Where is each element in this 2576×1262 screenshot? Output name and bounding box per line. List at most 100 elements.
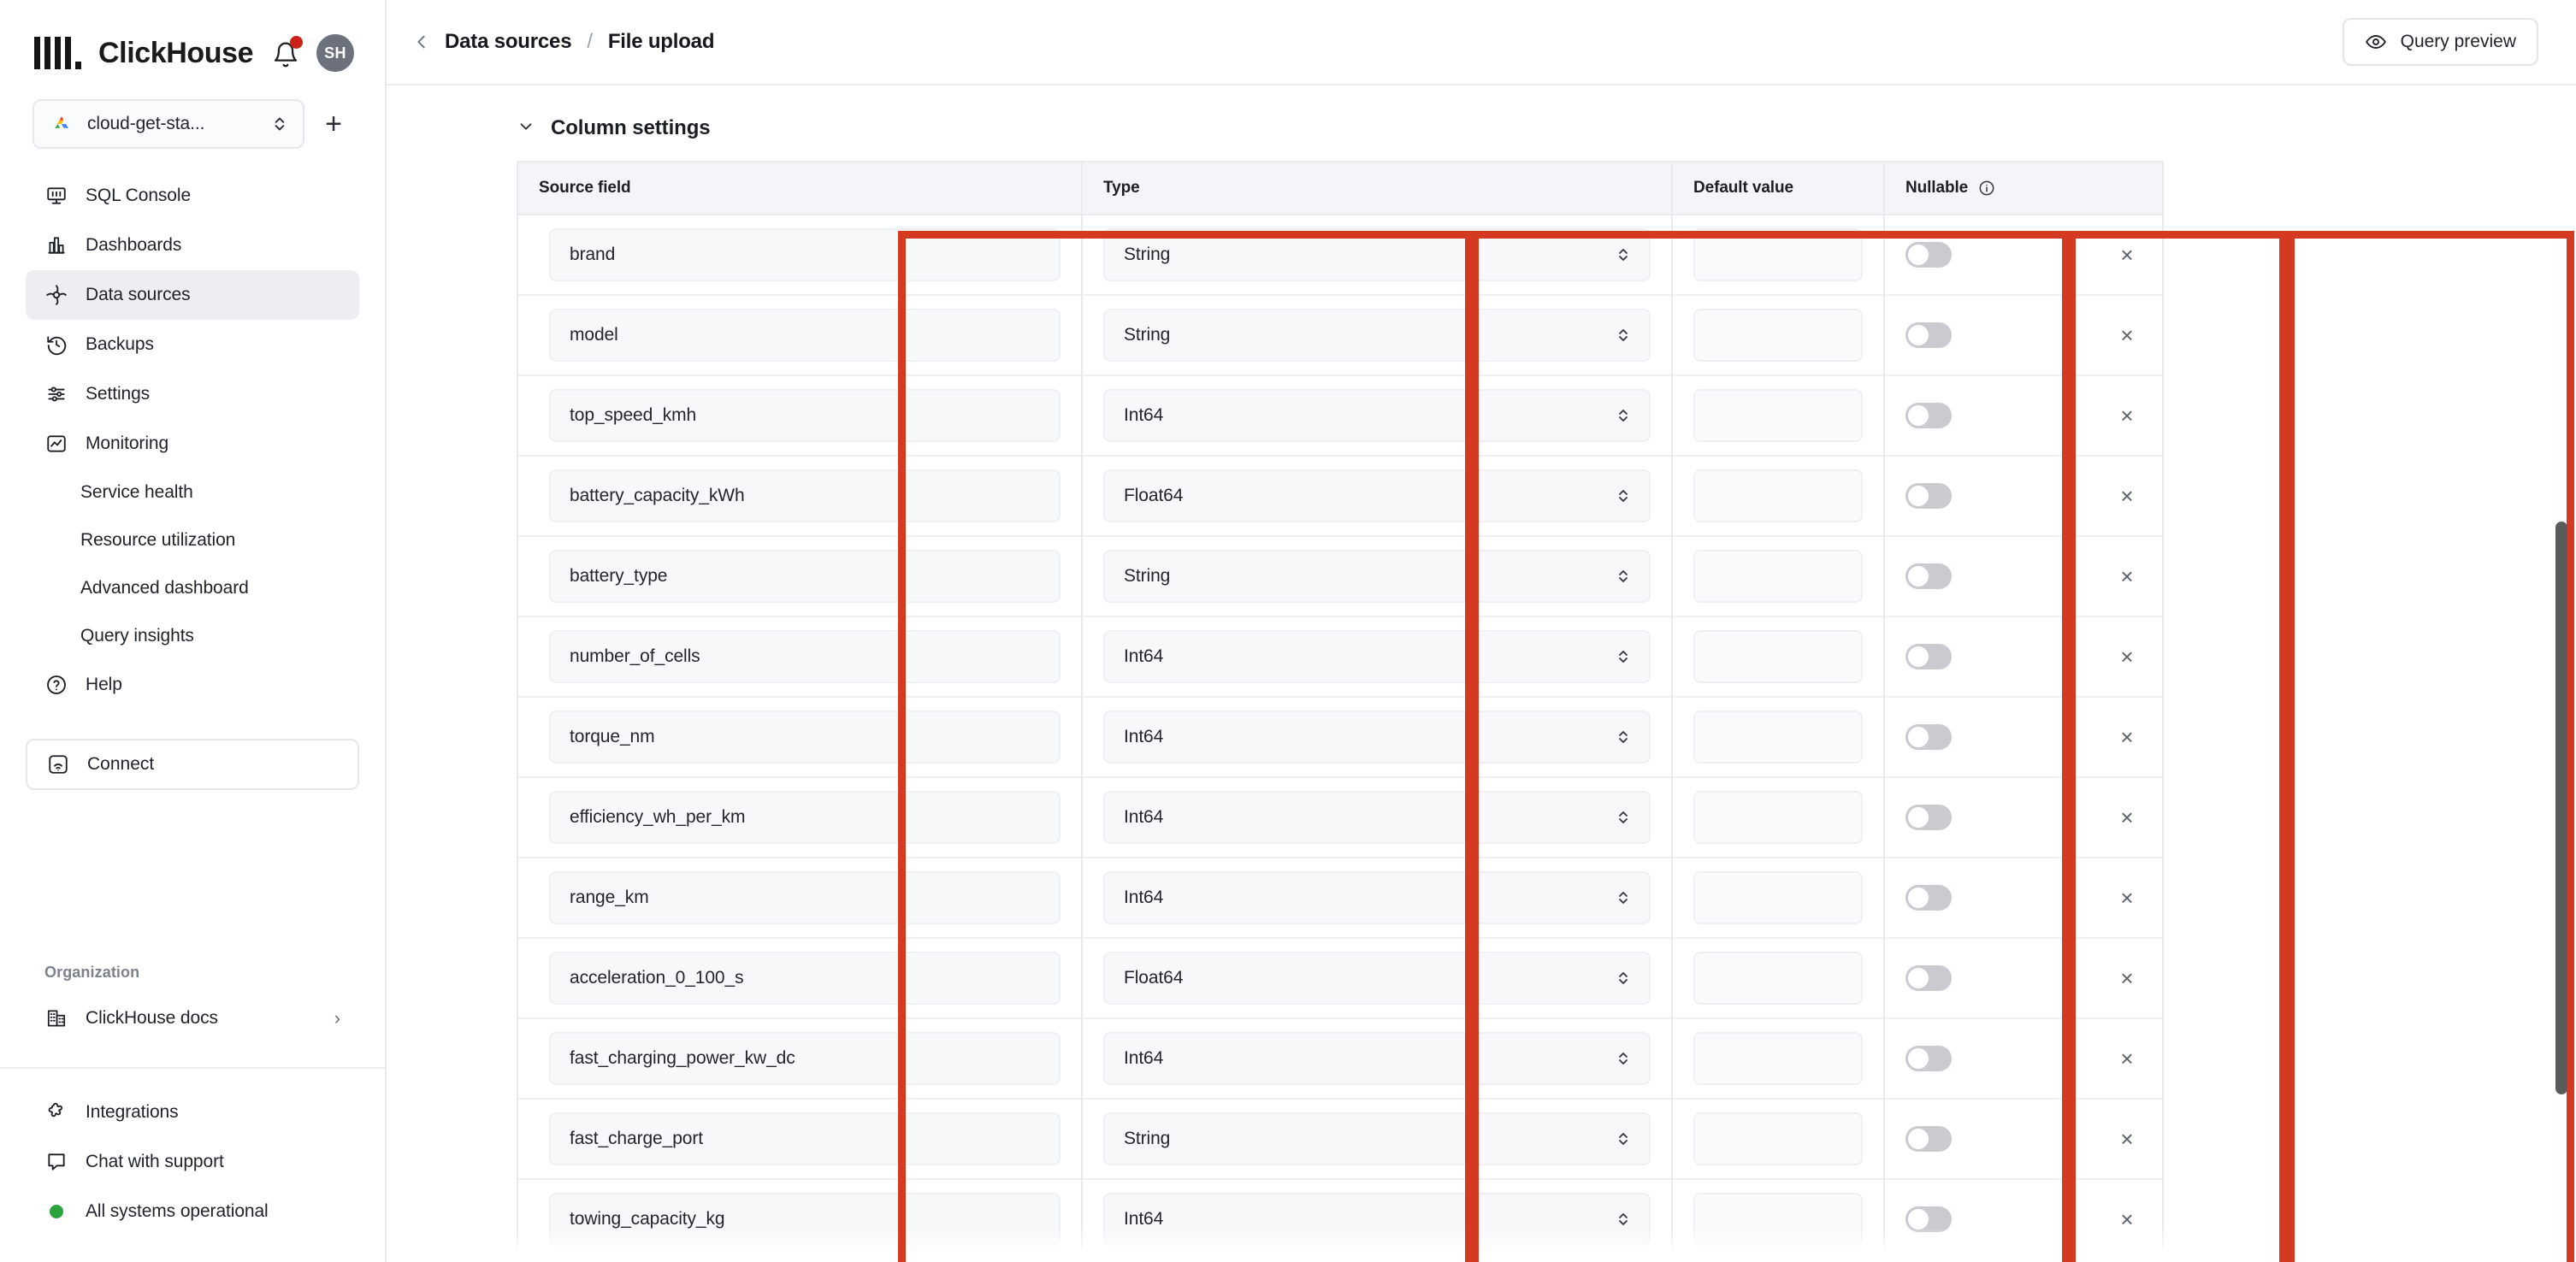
sidebar-item-help[interactable]: Help [26, 660, 359, 710]
type-select[interactable]: Int64 [1103, 1193, 1651, 1246]
default-value-input[interactable] [1693, 1193, 1863, 1246]
sidebar-item-backups[interactable]: Backups [26, 320, 359, 369]
sidebar-item-chat-with-support[interactable]: Chat with support [26, 1137, 359, 1187]
default-value-input[interactable] [1693, 309, 1863, 362]
type-select[interactable]: Int64 [1103, 791, 1651, 844]
type-select[interactable]: Int64 [1103, 389, 1651, 442]
remove-column-button[interactable]: × [2120, 483, 2134, 509]
remove-column-button[interactable]: × [2120, 724, 2134, 750]
table-row: Int64 [1083, 778, 1671, 858]
nullable-toggle[interactable] [1905, 1046, 1952, 1071]
sidebar-item-sql-console[interactable]: SQL Console [26, 171, 359, 221]
default-value-input[interactable] [1693, 550, 1863, 603]
remove-column-button[interactable]: × [2120, 322, 2134, 348]
default-value-input[interactable] [1693, 1112, 1863, 1165]
nullable-toggle[interactable] [1905, 403, 1952, 428]
info-circle-icon[interactable] [1978, 180, 1995, 197]
back-button[interactable] [399, 32, 445, 51]
table-row: String [1083, 537, 1671, 617]
source-field-value: brand [549, 228, 1061, 281]
type-select[interactable]: Int64 [1103, 871, 1651, 924]
column-header-default-value: Default value [1673, 162, 1883, 215]
sidebar-item-resource-utilization[interactable]: Resource utilization [26, 516, 359, 564]
avatar[interactable]: SH [316, 34, 354, 72]
default-value-input[interactable] [1693, 871, 1863, 924]
type-cells: String String Int64 Float64 String Int64 Int64… [1083, 215, 1671, 1262]
remove-column-button[interactable]: × [2120, 403, 2134, 428]
remove-column-button[interactable]: × [2120, 1046, 2134, 1071]
notifications-bell-button[interactable] [270, 36, 304, 70]
nullable-toggle[interactable] [1905, 1126, 1952, 1152]
sidebar-item-dashboards[interactable]: Dashboards [26, 221, 359, 270]
remove-column-button[interactable]: × [2120, 644, 2134, 669]
nullable-toggle[interactable] [1905, 483, 1952, 509]
remove-column-button[interactable]: × [2120, 242, 2134, 268]
building-icon [44, 1006, 68, 1030]
breadcrumb-item-data-sources[interactable]: Data sources [445, 30, 572, 53]
remove-column-button[interactable]: × [2120, 563, 2134, 589]
column-header-source-field: Source field [518, 162, 1081, 215]
table-row [1673, 1100, 1883, 1180]
nullable-toggle[interactable] [1905, 242, 1952, 268]
table-row: acceleration_0_100_s [518, 939, 1081, 1019]
nullable-toggle[interactable] [1905, 885, 1952, 911]
table-row [1673, 376, 1883, 457]
nullable-toggle[interactable] [1905, 965, 1952, 991]
remove-column-button[interactable]: × [2120, 805, 2134, 830]
vertical-scrollbar[interactable] [2555, 522, 2567, 1094]
source-field-value: torque_nm [549, 711, 1061, 764]
default-value-input[interactable] [1693, 952, 1863, 1005]
remove-column-button[interactable]: × [2120, 965, 2134, 991]
chevron-up-down-icon [1619, 1213, 1628, 1225]
sidebar-item-advanced-dashboard[interactable]: Advanced dashboard [26, 564, 359, 612]
add-service-button[interactable]: + [325, 108, 342, 140]
remove-column-button[interactable]: × [2120, 1206, 2134, 1232]
sidebar-item-integrations[interactable]: Integrations [26, 1088, 359, 1137]
nullable-toggle[interactable] [1905, 322, 1952, 348]
sidebar-item-data-sources[interactable]: Data sources [26, 270, 359, 320]
default-value-input[interactable] [1693, 469, 1863, 522]
default-value-input[interactable] [1693, 791, 1863, 844]
default-value-input[interactable] [1693, 630, 1863, 683]
type-select[interactable]: String [1103, 228, 1651, 281]
sidebar-item-query-insights[interactable]: Query insights [26, 612, 359, 660]
nullable-cells: ×××××××××××××× [1885, 215, 2162, 1262]
type-value: Int64 [1124, 1048, 1164, 1068]
sidebar-item-monitoring[interactable]: Monitoring [26, 419, 359, 469]
sidebar-item-service-health[interactable]: Service health [26, 469, 359, 516]
table-row: Int64 [1083, 698, 1671, 778]
help-circle-icon [44, 673, 68, 697]
type-select[interactable]: Int64 [1103, 1032, 1651, 1085]
sidebar-item-settings[interactable]: Settings [26, 369, 359, 419]
type-select[interactable]: Float64 [1103, 952, 1651, 1005]
table-row: battery_capacity_kWh [518, 457, 1081, 537]
default-value-input[interactable] [1693, 1032, 1863, 1085]
nullable-toggle[interactable] [1905, 563, 1952, 589]
sidebar-item-system-status[interactable]: All systems operational [26, 1187, 359, 1236]
type-select[interactable]: String [1103, 309, 1651, 362]
sidebar: ClickHouse SH cloud-get-sta... [0, 0, 387, 1262]
nullable-toggle[interactable] [1905, 724, 1952, 750]
breadcrumb-item-file-upload[interactable]: File upload [607, 30, 715, 53]
remove-column-button[interactable]: × [2120, 1126, 2134, 1152]
nullable-toggle[interactable] [1905, 805, 1952, 830]
source-field-column: Source field brand model top_speed_kmh batt… [517, 161, 1081, 1262]
nullable-toggle[interactable] [1905, 1206, 1952, 1232]
type-value: Float64 [1124, 486, 1184, 505]
sidebar-item-clickhouse-docs[interactable]: ClickHouse docs › [26, 994, 359, 1043]
type-select[interactable]: Int64 [1103, 711, 1651, 764]
type-select[interactable]: String [1103, 1112, 1651, 1165]
default-value-input[interactable] [1693, 711, 1863, 764]
type-select[interactable]: Float64 [1103, 469, 1651, 522]
remove-column-button[interactable]: × [2120, 885, 2134, 911]
query-preview-button[interactable]: Query preview [2342, 18, 2538, 66]
service-selector[interactable]: cloud-get-sta... [32, 99, 304, 149]
type-select[interactable]: String [1103, 550, 1651, 603]
nullable-toggle[interactable] [1905, 644, 1952, 669]
connect-button[interactable]: Connect [26, 739, 359, 790]
default-value-input[interactable] [1693, 228, 1863, 281]
default-value-input[interactable] [1693, 389, 1863, 442]
column-settings-header[interactable]: Column settings [517, 116, 2576, 140]
brand-row: ClickHouse SH [0, 0, 385, 79]
type-select[interactable]: Int64 [1103, 630, 1651, 683]
